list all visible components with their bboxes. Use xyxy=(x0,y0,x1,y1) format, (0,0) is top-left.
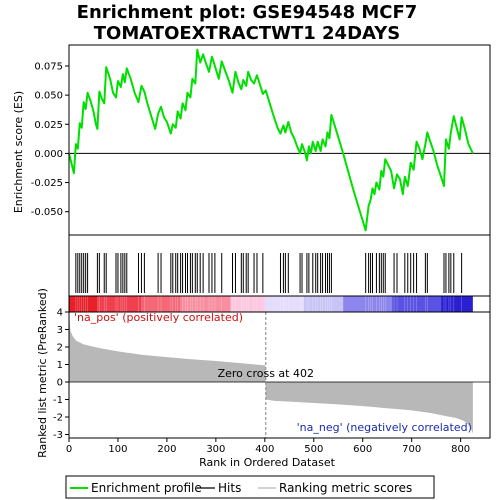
heatmap-band xyxy=(230,296,265,312)
es-y-tick-label: 0.050 xyxy=(34,91,63,102)
legend-entry-label: Ranking metric scores xyxy=(279,481,412,495)
metric-y-tick-label: -2 xyxy=(53,413,63,424)
x-tick-label: 600 xyxy=(353,444,372,455)
zero-cross-label: Zero cross at 402 xyxy=(218,367,314,380)
metric-y-tick-label: -3 xyxy=(53,430,63,441)
metric-y-axis-label: Ranked list metric (PreRanked) xyxy=(36,288,49,458)
x-axis-label: Rank in Ordered Dataset xyxy=(199,456,336,469)
ranking-heatmap-bar xyxy=(68,295,491,313)
positive-correlation-label: 'na_pos' (positively correlated) xyxy=(74,311,243,324)
enrichment-score-panel: -0.050 -0.025 0.000 0.025 0.050 0.075 xyxy=(31,44,491,236)
heatmap-band xyxy=(392,296,442,312)
metric-y-tick-label: 3 xyxy=(57,325,63,336)
metric-panel-frame xyxy=(68,311,491,439)
heatmap-band xyxy=(303,296,344,312)
heatmap-band xyxy=(343,296,393,312)
ranked-metric-panel: Zero cross at 402 'na_pos' (positively co… xyxy=(53,308,491,455)
enrichment-profile-line xyxy=(68,48,474,232)
metric-y-tick-label: -1 xyxy=(53,395,63,406)
x-tick-label: 400 xyxy=(255,444,274,455)
metric-y-tick-label: 2 xyxy=(57,343,63,354)
heatmap-band xyxy=(264,296,304,312)
es-y-tick-label: -0.025 xyxy=(31,178,63,189)
es-y-tick-label: 0.025 xyxy=(34,120,63,131)
x-tick-label: 100 xyxy=(108,444,127,455)
metric-y-tick-label: 4 xyxy=(57,308,63,319)
legend-box xyxy=(65,475,435,499)
metric-y-tick-label: 0 xyxy=(57,378,63,389)
x-tick-label: 800 xyxy=(451,444,470,455)
es-y-axis-label: Enrichment score (ES) xyxy=(12,91,25,213)
x-tick-label: 700 xyxy=(402,444,421,455)
x-tick-label: 200 xyxy=(157,444,176,455)
hits-panel-frame xyxy=(68,234,491,297)
ranking-metric-area xyxy=(69,312,473,434)
legend-entry-label: Enrichment profile xyxy=(91,481,202,495)
heatmap-band xyxy=(142,296,182,312)
chart-title-line-2: TOMATOEXTRACTWT1 24DAYS xyxy=(94,23,400,44)
es-plot-area xyxy=(69,45,490,235)
es-y-tick-label: 0.000 xyxy=(34,149,63,160)
x-tick-label: 0 xyxy=(66,444,72,455)
metric-y-tick-label: 1 xyxy=(57,360,63,371)
es-y-tick-label: -0.050 xyxy=(31,207,63,218)
legend-entry-label: Hits xyxy=(218,481,241,495)
x-tick-label: 300 xyxy=(206,444,225,455)
heatmap-band xyxy=(441,296,473,312)
chart-title-line-1: Enrichment plot: GSE94548 MCF7 xyxy=(77,2,418,23)
heatmap-band xyxy=(69,296,99,312)
hits-panel xyxy=(68,234,491,297)
heatmap-band xyxy=(98,296,143,312)
chart-legend: Enrichment profile Hits Ranking metric sco… xyxy=(65,475,435,499)
es-y-tick-label: 0.075 xyxy=(34,61,63,72)
heatmap-band xyxy=(181,296,231,312)
x-tick-label: 500 xyxy=(304,444,323,455)
negative-correlation-label: 'na_neg' (negatively correlated) xyxy=(297,421,472,434)
